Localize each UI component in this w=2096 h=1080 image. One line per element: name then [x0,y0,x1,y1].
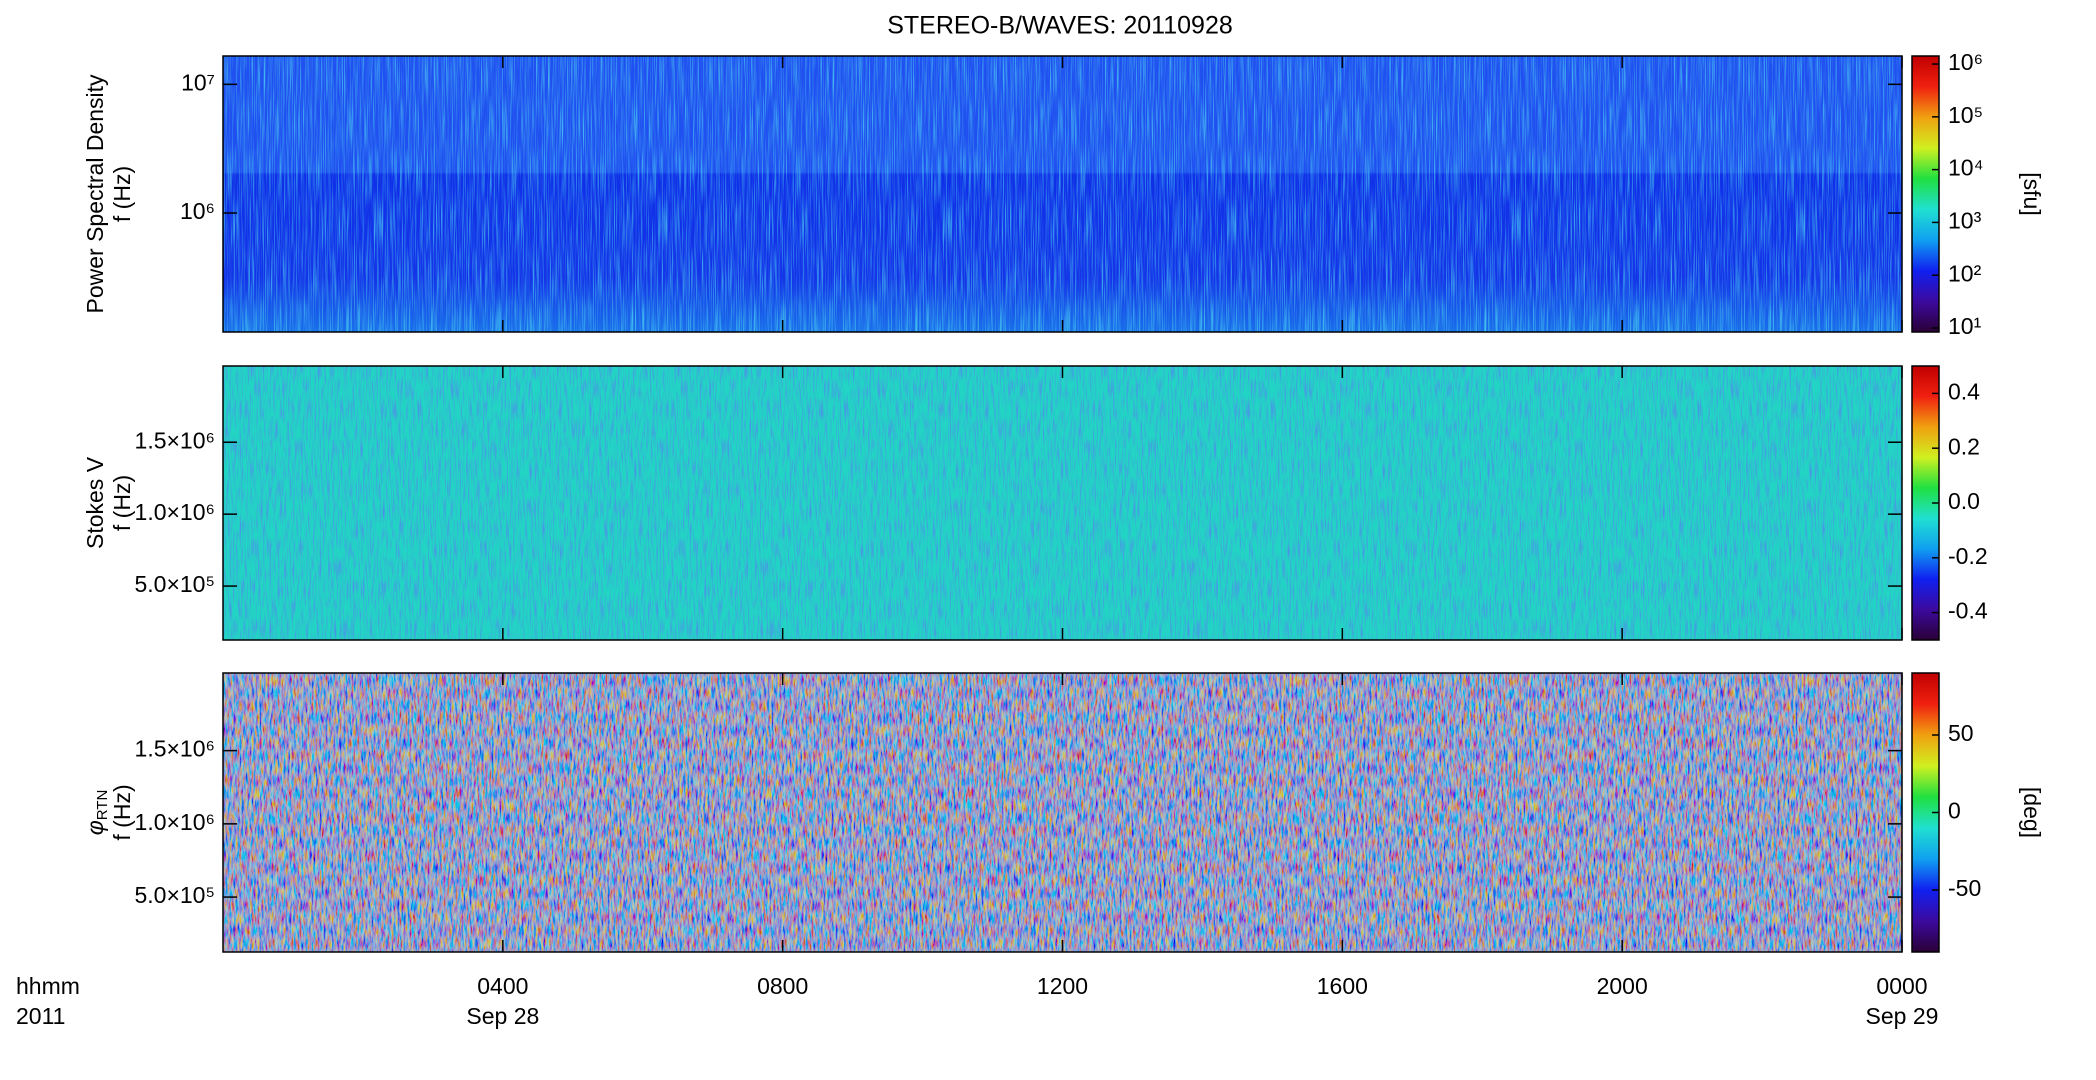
colorbar [1911,55,1940,333]
x-tick-label: 1600 [1317,973,1368,999]
x-axis-label: hhmm [16,973,80,999]
x-tick-label: 0400 [477,973,528,999]
y-tick-label: 1.5×10⁶ [135,736,215,762]
spectrogram-texture [223,673,1902,952]
colorbar-label: [sfu] [2019,172,2045,215]
x-date-label: Sep 28 [466,1003,539,1029]
y-tick-label: 10⁶ [180,198,215,224]
y-axis-label: f (Hz) [109,784,135,840]
colorbar-tick-label: -0.2 [1948,543,1988,569]
x-tick-label: 0000 [1876,973,1927,999]
spectrograms [223,56,1902,952]
y-axis-symbol: φ [82,820,108,835]
colorbar-tick-label: 50 [1948,720,1974,746]
colorbar-tick-label: -0.4 [1948,598,1988,624]
colorbar-label: [deg] [2019,787,2045,838]
colorbar-tick-label: 10⁵ [1948,102,1983,128]
y-axis-label: f (Hz) [109,166,135,222]
colorbar-tick-label: 10¹ [1948,313,1982,339]
spectrogram-texture [223,56,1902,332]
y-tick-label: 1.0×10⁶ [135,809,215,835]
colorbar-tick-label: 10³ [1948,207,1982,233]
y-tick-label: 10⁷ [181,69,215,95]
y-tick-label: 1.0×10⁶ [135,499,215,525]
y-axis-subscript: RTN [94,790,111,821]
y-tick-label: 1.5×10⁶ [135,427,215,453]
colorbar-tick-label: 10² [1948,260,1982,286]
colorbar-tick-label: 10⁶ [1948,49,1983,75]
x-axis-label: 2011 [16,1003,65,1029]
colorbar-tick-label: 0.2 [1948,433,1980,459]
x-tick-label: 0800 [757,973,808,999]
colorbar-tick-label: -50 [1948,875,1981,901]
y-axis-label: φRTN [82,790,111,836]
y-axis-label: Power Spectral Density [82,74,108,314]
y-axis-label: f (Hz) [109,475,135,531]
colorbar-tick-label: 0 [1948,798,1961,824]
x-tick-label: 1200 [1037,973,1088,999]
colorbar-tick-label: 0.0 [1948,488,1980,514]
y-tick-label: 5.0×10⁵ [134,882,215,908]
colorbar-tick-label: 10⁴ [1948,155,1983,181]
y-axis-label: Stokes V [82,456,108,549]
x-date-label: Sep 29 [1866,1003,1939,1029]
y-tick-label: 5.0×10⁵ [134,571,215,597]
x-tick-label: 2000 [1597,973,1648,999]
chart-title: STEREO-B/WAVES: 20110928 [887,12,1233,40]
colorbar-tick-label: 0.4 [1948,378,1980,404]
spectrogram-texture [223,366,1902,640]
